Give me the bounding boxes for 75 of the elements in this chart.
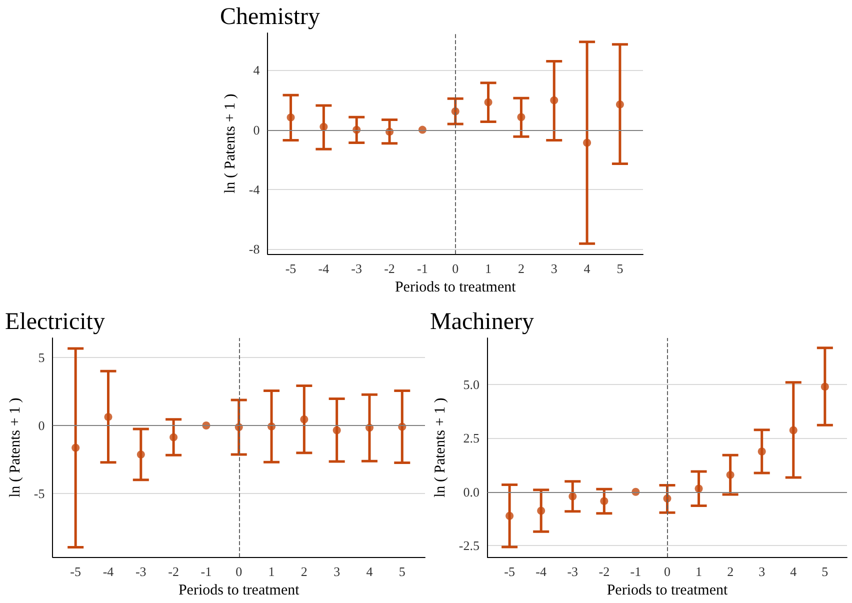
x-tick-label: -4: [102, 564, 114, 580]
x-tick-label: -5: [70, 564, 82, 580]
point: [332, 426, 341, 434]
point: [789, 426, 798, 434]
x-tick-label: -4: [318, 261, 330, 276]
x-tick-label: 0: [452, 261, 459, 276]
x-tick-label: -5: [285, 261, 296, 276]
point: [506, 512, 514, 520]
x-tick-label: 3: [334, 564, 340, 580]
point: [537, 506, 546, 515]
point: [300, 415, 308, 424]
x-tick-label: 2: [518, 261, 524, 276]
point: [758, 448, 766, 456]
y-axis-title: ln ( Patents + 1 ): [8, 398, 24, 498]
point: [726, 470, 734, 479]
y-tick-label: -2.5: [458, 538, 480, 554]
x-tick-label: -2: [168, 564, 179, 580]
y-tick-label: 0: [253, 122, 260, 138]
y-tick-label: 0: [38, 418, 45, 434]
x-tick-label: -2: [384, 261, 395, 276]
x-axis-title: Periods to treatment: [394, 280, 517, 296]
x-axis-title: Periods to treatment: [606, 582, 728, 598]
x-tick-label: 4: [790, 564, 798, 580]
point: [286, 113, 295, 122]
x-tick-label: 2: [727, 564, 734, 580]
point: [694, 484, 703, 493]
x-tick-label: 5: [398, 564, 406, 580]
x-tick-label: 1: [696, 564, 702, 580]
point: [616, 100, 624, 108]
y-tick-label: 5: [38, 350, 45, 366]
point: [600, 497, 608, 506]
x-tick-label: -4: [536, 564, 547, 580]
x-tick-label: -5: [504, 564, 515, 580]
y-tick-label: -5: [34, 486, 45, 501]
x-tick-label: 3: [550, 261, 558, 276]
x-tick-label: 1: [268, 564, 275, 580]
x-tick-label: 0: [236, 564, 242, 580]
y-tick-label: -8: [248, 241, 260, 256]
point: [568, 492, 577, 500]
y-tick-label: -4: [248, 182, 260, 197]
x-tick-label: 3: [758, 564, 766, 580]
point: [136, 450, 145, 459]
x-tick-label: -1: [630, 564, 642, 580]
point: [72, 444, 80, 452]
point: [170, 433, 178, 442]
point: [484, 98, 492, 106]
x-tick-label: 4: [584, 261, 591, 276]
y-tick-label: 5.0: [463, 377, 480, 392]
x-tick-label: -3: [351, 261, 362, 276]
x-tick-label: 5: [822, 564, 828, 580]
x-tick-label: 2: [300, 564, 308, 580]
x-tick-label: -2: [598, 564, 610, 580]
x-tick-label: -3: [567, 564, 578, 580]
point: [104, 412, 112, 421]
point: [517, 113, 526, 122]
point: [820, 382, 829, 391]
point: [550, 96, 558, 104]
chart-title: Machinery: [430, 309, 534, 335]
chart-title: Electricity: [5, 309, 105, 335]
x-tick-label: 5: [616, 261, 624, 276]
point: [320, 122, 328, 131]
x-tick-label: -1: [417, 261, 428, 276]
chart-title: Chemistry: [220, 4, 320, 30]
x-tick-label: -1: [200, 564, 212, 580]
y-axis-title: ln ( Patents + 1 ): [432, 398, 448, 498]
y-tick-label: 2.5: [463, 430, 480, 446]
x-tick-label: 1: [485, 261, 492, 276]
x-tick-label: -3: [135, 564, 146, 580]
y-axis-title: ln ( Patents + 1 ): [222, 94, 238, 194]
x-tick-label: 4: [366, 564, 374, 580]
x-axis-title: Periods to treatment: [178, 582, 300, 598]
x-tick-label: 0: [664, 564, 670, 580]
y-tick-label: 4: [253, 62, 260, 78]
point: [583, 138, 592, 147]
y-tick-label: 0.0: [463, 484, 480, 500]
